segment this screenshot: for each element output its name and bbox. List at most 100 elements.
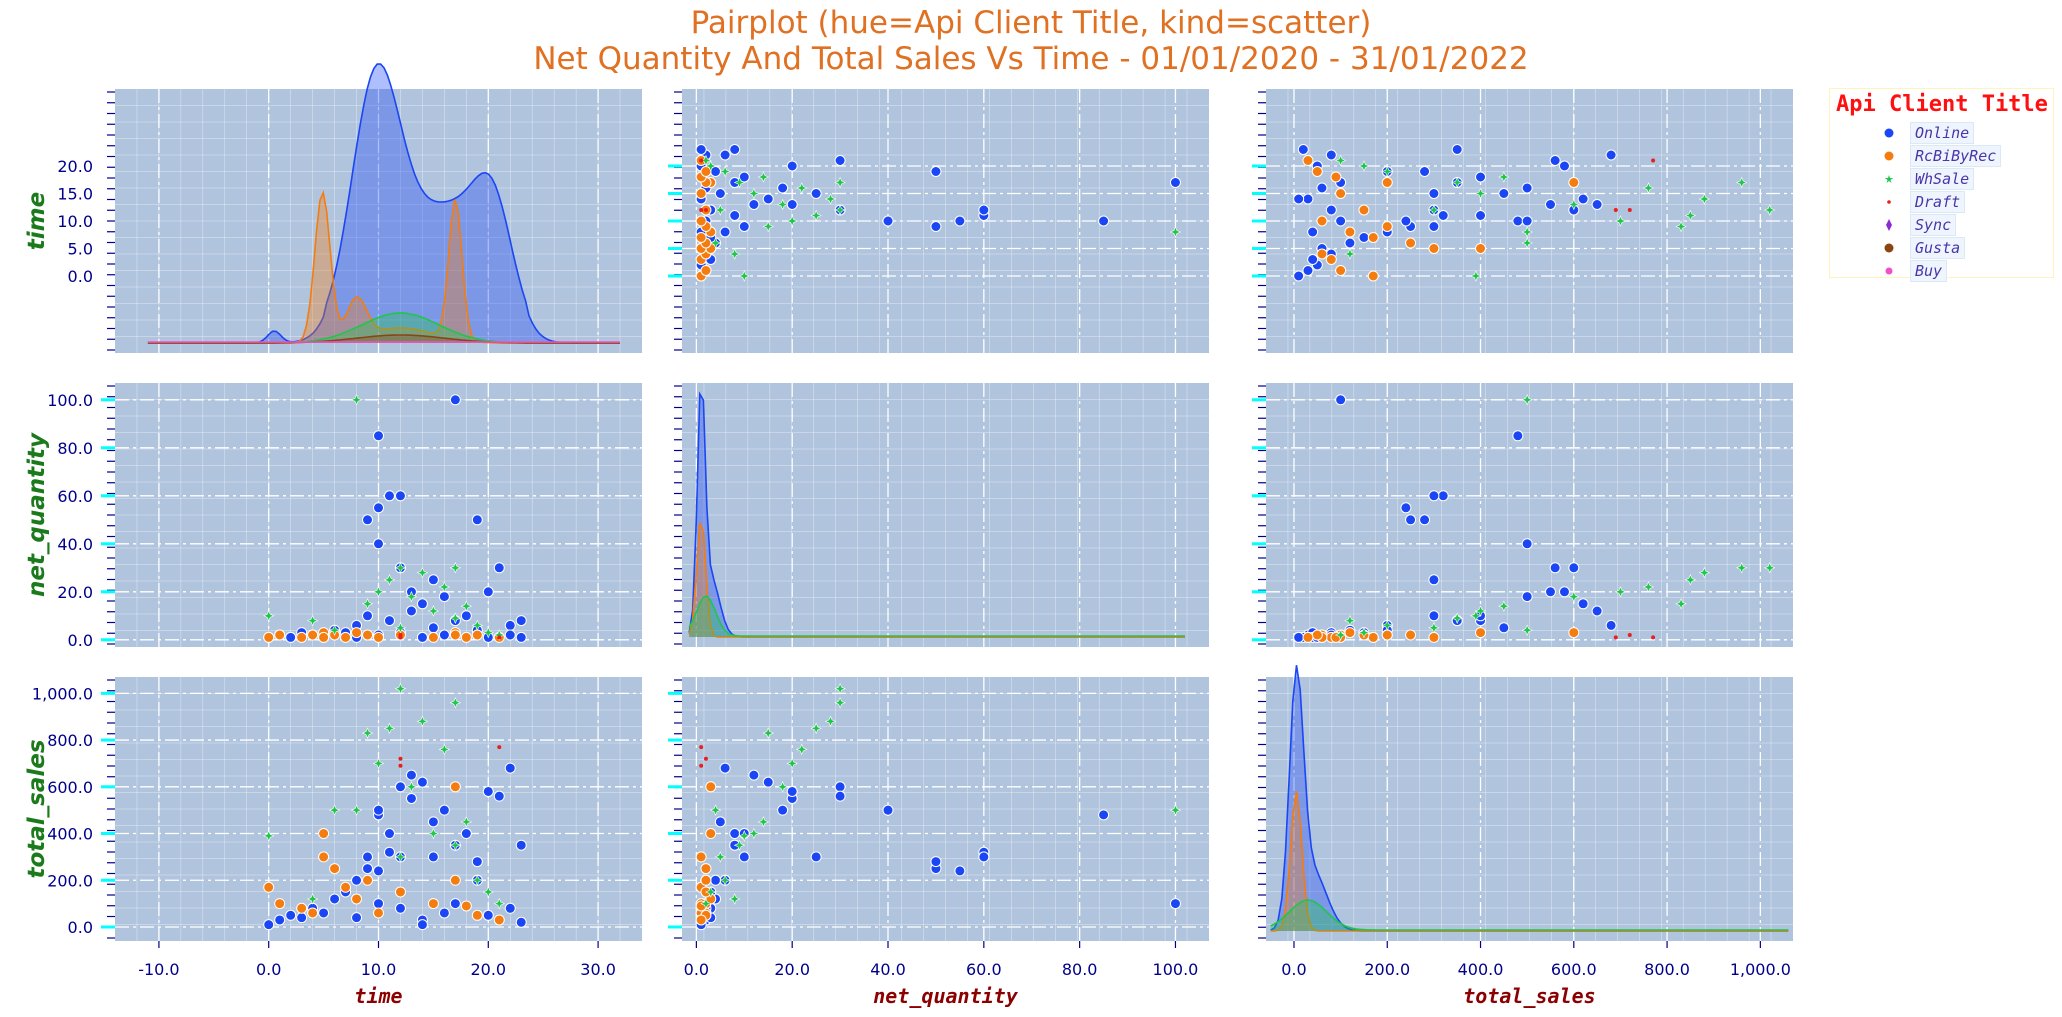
data-point-online: [1591, 199, 1603, 210]
data-point-online: [1544, 586, 1556, 598]
data-point-online: [1591, 605, 1603, 617]
data-point-whsale: [306, 893, 319, 905]
data-point-online: [274, 914, 286, 926]
panel-total_sales-vs-total_sales: [1258, 677, 1793, 941]
kde-total-sales-rcbibyrec: [1270, 790, 1789, 932]
data-point-online: [362, 851, 374, 863]
data-point-draft: [703, 756, 708, 761]
data-point-whsale: [1763, 204, 1776, 216]
data-point-whsale: [416, 715, 429, 728]
data-point-whsale: [1698, 193, 1711, 205]
data-point-online: [351, 874, 363, 886]
data-point-whsale: [757, 816, 770, 828]
data-point-rcbibyrec: [1405, 629, 1417, 641]
data-point-online: [1325, 149, 1337, 161]
data-point-rcbibyrec: [340, 631, 352, 643]
data-point-rcbibyrec: [1405, 237, 1417, 249]
data-point-online: [719, 226, 731, 238]
data-point-whsale: [1735, 562, 1748, 574]
data-point-whsale: [762, 220, 774, 233]
data-point-online: [1437, 490, 1449, 502]
data-point-rcbibyrec: [394, 886, 406, 898]
data-point-whsale: [810, 209, 822, 222]
data-point-online: [351, 912, 363, 924]
kde-line: [1270, 790, 1789, 932]
data-point-whsale: [709, 804, 722, 816]
data-point-whsale: [449, 562, 462, 574]
data-point-whsale: [394, 682, 407, 695]
kde-total-sales-whsale: [1270, 899, 1789, 931]
data-point-rcbibyrec: [373, 631, 384, 643]
data-point-online: [1419, 514, 1431, 526]
data-point-rcbibyrec: [1358, 204, 1370, 216]
data-point-online: [810, 851, 822, 863]
data-point-whsale: [394, 562, 407, 574]
legend-marker-gusta: [1884, 243, 1894, 253]
data-point-rcbibyrec: [307, 907, 319, 919]
y-tick-label: 400.0: [47, 825, 93, 844]
data-point-online: [515, 916, 527, 928]
legend-label: Online: [1910, 122, 1975, 144]
data-point-rcbibyrec: [1344, 226, 1356, 238]
data-point-whsale: [709, 237, 722, 249]
data-point-online: [978, 204, 990, 216]
data-point-whsale: [328, 804, 341, 816]
kde-line: [688, 595, 1185, 637]
data-point-whsale: [449, 839, 462, 851]
data-point-rcbibyrec: [1428, 243, 1440, 254]
data-point-draft: [398, 635, 403, 640]
data-point-whsale: [1735, 176, 1748, 189]
data-point-online: [263, 919, 275, 931]
data-point-rcbibyrec: [471, 629, 483, 641]
data-point-whsale: [704, 886, 717, 898]
x-tick-label: 10.0: [361, 960, 397, 979]
data-point-whsale: [372, 757, 385, 770]
x-tick-label: 80.0: [1062, 960, 1098, 979]
data-point-whsale: [776, 781, 789, 793]
legend-label: Sync: [1910, 214, 1957, 236]
data-point-rcbibyrec: [307, 629, 319, 641]
x-tick-label: 800.0: [1644, 960, 1690, 979]
data-point-whsale: [728, 893, 741, 905]
panel-net_quantity-vs-net_quantity: [674, 383, 1209, 647]
legend-marker-sync: [1886, 219, 1892, 231]
data-point-online: [1325, 204, 1337, 216]
data-point-rcbibyrec: [1302, 631, 1314, 643]
data-point-rcbibyrec: [1381, 177, 1393, 188]
data-point-whsale: [714, 851, 727, 863]
data-point-online: [1512, 430, 1524, 442]
data-point-rcbibyrec: [340, 881, 352, 893]
data-point-whsale: [1470, 610, 1482, 622]
data-point-whsale: [1344, 248, 1356, 260]
legend-label: WhSale: [1910, 168, 1975, 190]
data-point-draft: [398, 756, 403, 761]
kde-time-gusta: [147, 334, 621, 344]
data-point-online: [954, 865, 966, 877]
y-tick-label: 200.0: [47, 871, 93, 890]
data-point-online: [729, 828, 741, 840]
data-point-online: [394, 902, 406, 914]
y-tick-label: 100.0: [47, 391, 93, 410]
data-point-online: [834, 155, 846, 166]
data-point-rcbibyrec: [1381, 629, 1393, 641]
data-point-online: [383, 828, 395, 840]
data-point-whsale: [786, 757, 798, 770]
data-point-online: [1549, 155, 1561, 166]
data-point-whsale: [383, 574, 396, 586]
panel-total_sales-vs-net_quantity: [668, 677, 1209, 941]
data-point-online: [695, 144, 707, 155]
data-point-whsale: [262, 830, 275, 842]
data-point-online: [1400, 502, 1412, 514]
kde-line: [688, 522, 1185, 638]
x-tick-label: 0.0: [1281, 960, 1306, 979]
data-point-draft: [1651, 635, 1656, 640]
data-point-draft: [1613, 208, 1618, 212]
data-point-online: [438, 804, 450, 816]
data-point-online: [714, 816, 726, 828]
data-point-rcbibyrec: [705, 828, 717, 840]
data-point-rcbibyrec: [449, 781, 461, 793]
data-point-whsale: [394, 622, 407, 634]
data-point-rcbibyrec: [427, 898, 439, 910]
data-point-online: [504, 629, 516, 641]
data-point-whsale: [350, 394, 363, 406]
